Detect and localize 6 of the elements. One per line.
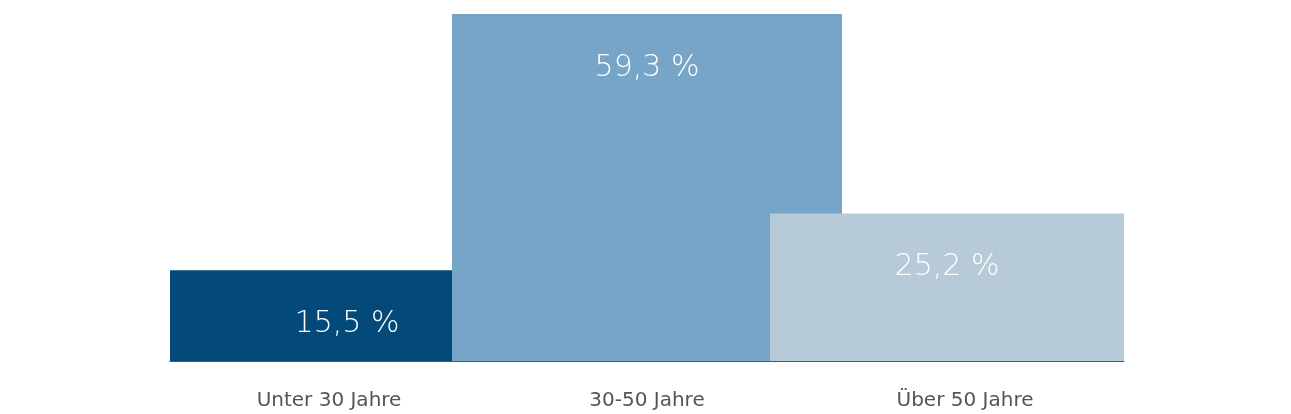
data-label: 25,2 %	[894, 247, 1000, 283]
data-label: 59,3 %	[594, 47, 700, 83]
data-label: 15,5 %	[294, 303, 400, 339]
x-tick-label: Unter 30 Jahre	[256, 387, 402, 411]
x-tick-label: Über 50 Jahre	[896, 387, 1034, 411]
x-tick-label: 30-50 Jahre	[589, 387, 705, 411]
